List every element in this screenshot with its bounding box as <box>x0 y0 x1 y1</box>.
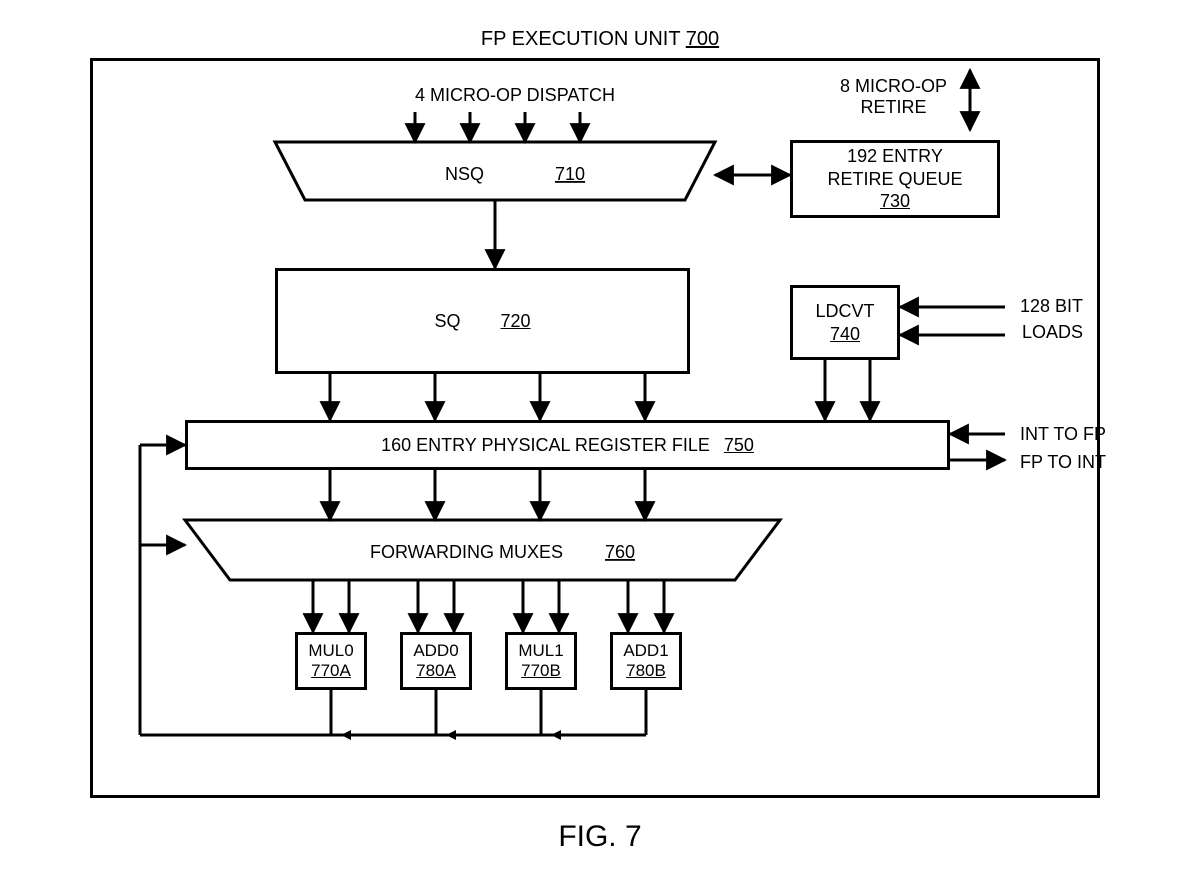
add0-name: ADD0 <box>413 641 458 661</box>
add1-ref: 780B <box>626 661 666 681</box>
retire-queue-ref: 730 <box>880 190 910 213</box>
retire-queue-block: 192 ENTRY RETIRE QUEUE 730 <box>790 140 1000 218</box>
mul0-block: MUL0 770A <box>295 632 367 690</box>
ldcvt-name: LDCVT <box>815 300 874 323</box>
retire-label: 8 MICRO-OP RETIRE <box>840 76 947 118</box>
fp-to-int-label: FP TO INT <box>1020 452 1106 473</box>
sq-ref: 720 <box>500 310 530 333</box>
prf-block: 160 ENTRY PHYSICAL REGISTER FILE 750 <box>185 420 950 470</box>
prf-ref: 750 <box>724 434 754 457</box>
add0-block: ADD0 780A <box>400 632 472 690</box>
sq-block: SQ 720 <box>275 268 690 374</box>
mul1-name: MUL1 <box>518 641 563 661</box>
retire-queue-line2: RETIRE QUEUE <box>827 168 962 191</box>
dispatch-label: 4 MICRO-OP DISPATCH <box>415 85 615 106</box>
sq-name: SQ <box>434 310 460 333</box>
add0-ref: 780A <box>416 661 456 681</box>
int-to-fp-label: INT TO FP <box>1020 424 1106 445</box>
diagram-title: FP EXECUTION UNIT 700 <box>0 28 1200 51</box>
title-ref: 700 <box>686 28 719 50</box>
ldcvt-ref: 740 <box>830 323 860 346</box>
prf-name: 160 ENTRY PHYSICAL REGISTER FILE <box>381 434 710 457</box>
mul1-block: MUL1 770B <box>505 632 577 690</box>
add1-block: ADD1 780B <box>610 632 682 690</box>
mul0-name: MUL0 <box>308 641 353 661</box>
retire-queue-line1: 192 ENTRY <box>847 145 943 168</box>
ldcvt-block: LDCVT 740 <box>790 285 900 360</box>
add1-name: ADD1 <box>623 641 668 661</box>
mul0-ref: 770A <box>311 661 351 681</box>
mul1-ref: 770B <box>521 661 561 681</box>
loads-label-1: 128 BIT <box>1020 296 1083 317</box>
title-text: FP EXECUTION UNIT <box>481 28 686 50</box>
loads-label-2: LOADS <box>1022 322 1083 343</box>
figure-caption: FIG. 7 <box>0 820 1200 854</box>
